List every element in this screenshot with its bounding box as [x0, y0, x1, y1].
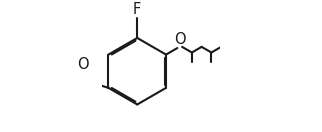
Text: O: O	[77, 57, 89, 72]
Text: O: O	[174, 32, 185, 47]
Text: F: F	[133, 2, 141, 17]
